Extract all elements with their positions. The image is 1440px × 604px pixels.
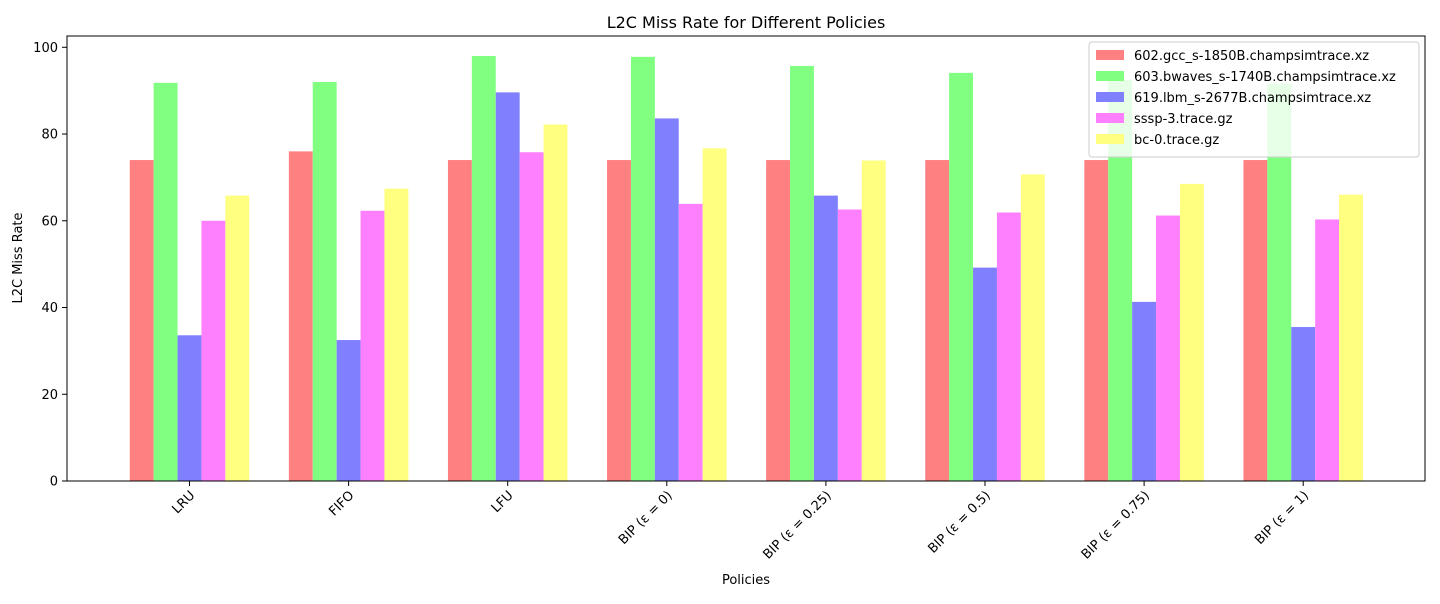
x-tick-label: BIP (ε = 1) xyxy=(1252,488,1312,548)
bar xyxy=(177,335,202,481)
bar xyxy=(790,65,814,481)
bar xyxy=(312,81,337,481)
chart-title: L2C Miss Rate for Different Policies xyxy=(607,13,886,32)
legend-swatch xyxy=(1096,92,1124,102)
y-axis: 0 20 40 60 80 100 xyxy=(33,41,67,490)
bar xyxy=(225,195,250,481)
bar xyxy=(153,82,178,481)
bar xyxy=(1315,219,1340,481)
legend-entry: 603.bwaves_s-1740B.champsimtrace.xz xyxy=(1134,70,1396,85)
bar xyxy=(1108,79,1133,482)
x-tick-label: BIP (ε = 0.75) xyxy=(1079,488,1153,562)
x-tick-label: BIP (ε = 0.25) xyxy=(760,488,834,562)
bar xyxy=(1339,194,1363,482)
legend-entry: sssp-3.trace.gz xyxy=(1134,112,1233,127)
bar xyxy=(996,212,1021,482)
bar xyxy=(336,340,361,481)
legend-swatch xyxy=(1096,50,1124,60)
x-axis: LRU FIFO LFU BIP (ε = 0) BIP (ε = 0.25) BIP (… xyxy=(169,481,1312,562)
bar xyxy=(129,160,154,481)
bar xyxy=(543,124,568,482)
y-tick-label: 40 xyxy=(41,301,58,316)
bar xyxy=(813,195,838,481)
x-axis-label: Policies xyxy=(722,573,770,588)
bar xyxy=(360,210,385,481)
bar xyxy=(447,160,472,481)
bar xyxy=(607,160,631,481)
bar xyxy=(1132,301,1157,481)
legend-swatch xyxy=(1096,71,1124,81)
bar xyxy=(519,152,544,481)
legend-swatch xyxy=(1096,113,1124,123)
bars-layer xyxy=(129,55,1363,482)
x-tick-label: LRU xyxy=(169,488,198,517)
legend-entry: 602.gcc_s-1850B.champsimtrace.xz xyxy=(1134,49,1369,64)
y-tick-label: 0 xyxy=(50,475,58,490)
bar xyxy=(861,160,886,481)
legend-box xyxy=(1088,41,1420,158)
bar xyxy=(766,160,791,481)
y-tick-label: 20 xyxy=(41,388,58,403)
x-tick-label: FIFO xyxy=(326,488,357,519)
y-tick-label: 60 xyxy=(41,214,58,229)
bar xyxy=(678,203,703,481)
y-tick-label: 100 xyxy=(33,41,58,56)
x-tick-label: LFU xyxy=(489,488,517,516)
legend-entry: bc-0.trace.gz xyxy=(1134,133,1219,148)
bar xyxy=(288,151,313,482)
legend-swatch xyxy=(1096,134,1124,144)
bar xyxy=(384,188,409,481)
plot-frame xyxy=(66,35,1426,482)
bar xyxy=(1156,215,1180,481)
x-tick-label: BIP (ε = 0.5) xyxy=(925,488,993,556)
bar xyxy=(654,118,679,481)
bar xyxy=(201,220,226,481)
bar xyxy=(973,267,997,481)
x-tick-label: BIP (ε = 0) xyxy=(616,488,676,548)
bar xyxy=(702,148,727,482)
bar xyxy=(1291,327,1316,481)
bar xyxy=(495,92,520,481)
bar xyxy=(1179,183,1204,482)
bar xyxy=(630,56,655,481)
legend: 602.gcc_s-1850B.champsimtrace.xz 603.bwav… xyxy=(1088,41,1420,158)
bar xyxy=(1267,83,1292,482)
bar xyxy=(837,209,862,482)
bar xyxy=(1020,174,1045,481)
y-tick-label: 80 xyxy=(41,128,58,143)
y-axis-label: L2C Miss Rate xyxy=(11,212,26,303)
bar xyxy=(925,160,950,481)
bar xyxy=(1084,160,1109,481)
bar xyxy=(471,55,496,482)
bar xyxy=(1243,160,1268,481)
legend-entry: 619.lbm_s-2677B.champsimtrace.xz xyxy=(1134,91,1371,106)
bar xyxy=(949,72,974,482)
